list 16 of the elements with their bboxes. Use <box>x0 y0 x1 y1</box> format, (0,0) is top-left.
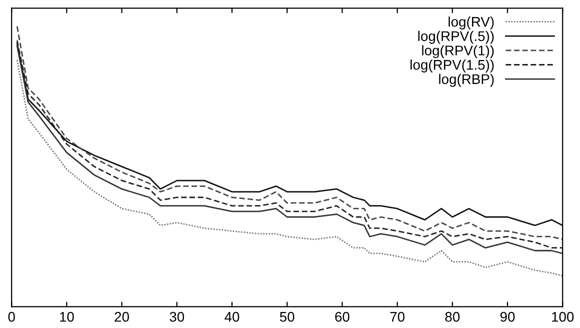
x-tick-label: 70 <box>390 312 404 322</box>
legend-label: log(RPV(1.5)) <box>410 60 494 72</box>
x-tick-label: 10 <box>60 312 74 322</box>
legend-label: log(RPV(1)) <box>422 45 494 58</box>
x-tick-label: 90 <box>500 312 515 322</box>
x-tick-label: 60 <box>335 312 350 322</box>
x-tick-label: 100 <box>552 312 574 322</box>
x-tick-label: 80 <box>445 312 460 322</box>
legend-label: log(RBP) <box>439 74 494 87</box>
x-tick-label: 20 <box>114 312 129 322</box>
x-tick-label: 30 <box>170 312 184 322</box>
x-tick-label: 50 <box>280 312 294 322</box>
legend-label: log(RV) <box>448 16 494 30</box>
legend-label: log(RPV(.5)) <box>418 30 494 44</box>
x-tick-label: 0 <box>8 312 15 322</box>
x-tick-label: 40 <box>224 312 240 322</box>
